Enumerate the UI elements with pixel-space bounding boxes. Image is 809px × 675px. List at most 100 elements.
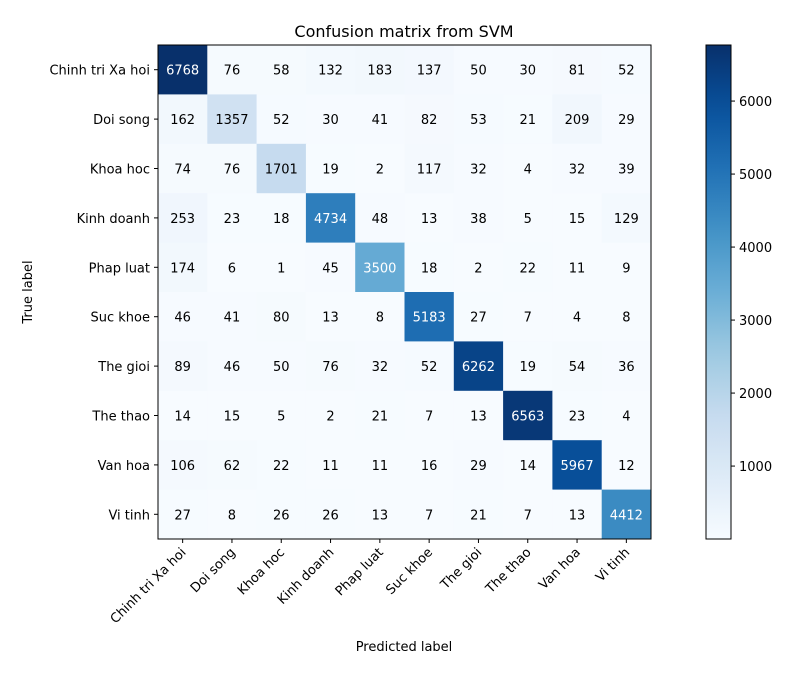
cell-value-label: 39 <box>618 163 635 178</box>
cell-value-label: 38 <box>470 212 487 227</box>
heatmap-cell <box>355 45 405 95</box>
cell-value-label: 209 <box>565 113 590 128</box>
cell-value-label: 2 <box>474 261 482 276</box>
cell-value-label: 30 <box>519 64 536 79</box>
heatmap-cell <box>404 440 455 491</box>
cell-value-label: 132 <box>318 64 343 79</box>
heatmap-cell <box>256 45 307 95</box>
cell-value-label: 253 <box>170 212 195 227</box>
heatmap-frame <box>157 44 652 540</box>
heatmap-cell <box>305 242 356 293</box>
colorbar-tick-label: 3000 <box>739 314 772 329</box>
heatmap-cell <box>355 193 405 244</box>
heatmap-cell <box>256 94 307 145</box>
cell-value-label: 32 <box>569 163 586 178</box>
heatmap-cell <box>404 242 455 293</box>
cell-value-label: 4 <box>524 163 532 178</box>
cell-value-label: 5183 <box>413 311 446 326</box>
heatmap-cell <box>404 489 455 540</box>
heatmap-cell <box>256 341 307 392</box>
cell-value-label: 6262 <box>462 360 495 375</box>
cell-value-label: 4412 <box>610 508 643 523</box>
cell-value-label: 4 <box>622 410 630 425</box>
cell-value-label: 29 <box>618 113 635 128</box>
heatmap-cell <box>552 45 603 95</box>
cell-value-label: 13 <box>322 311 339 326</box>
heatmap-cell <box>552 292 603 342</box>
heatmap-cell <box>552 143 603 194</box>
heatmap-cell <box>552 94 603 145</box>
heatmap-cell <box>305 193 356 244</box>
cell-value-label: 8 <box>228 508 236 523</box>
heatmap-cell <box>404 292 455 342</box>
y-tick-label: The gioi <box>97 360 150 375</box>
cell-value-label: 54 <box>569 360 586 375</box>
heatmap-cell <box>158 292 208 342</box>
heatmap-cell <box>207 341 258 392</box>
heatmap-cell <box>158 390 208 441</box>
colorbar-tick-label: 1000 <box>739 460 772 475</box>
heatmap-cell <box>158 143 208 194</box>
cell-value-label: 52 <box>273 113 290 128</box>
heatmap-cell <box>404 45 455 95</box>
cell-value-label: 53 <box>470 113 487 128</box>
heatmap-cell <box>305 390 356 441</box>
heatmap-cell <box>305 341 356 392</box>
cell-value-label: 183 <box>367 64 392 79</box>
heatmap-cell <box>404 143 455 194</box>
cell-value-label: 76 <box>322 360 339 375</box>
cell-value-label: 5967 <box>561 459 594 474</box>
cell-value-label: 30 <box>322 113 339 128</box>
heatmap-cell <box>601 143 652 194</box>
cell-value-label: 8 <box>376 311 384 326</box>
heatmap-cell <box>207 94 258 145</box>
heatmap-cell <box>256 292 307 342</box>
cell-value-label: 3500 <box>363 261 396 276</box>
cell-value-label: 174 <box>170 261 195 276</box>
cell-value-label: 80 <box>273 311 290 326</box>
heatmap-cell <box>158 193 208 244</box>
heatmap-cell <box>552 390 603 441</box>
heatmap-cell <box>601 94 652 145</box>
cell-value-label: 13 <box>569 508 586 523</box>
heatmap-cell <box>503 292 553 342</box>
y-tick-label: Doi song <box>93 113 150 128</box>
heatmap-cell <box>503 390 553 441</box>
heatmap-cell <box>256 193 307 244</box>
heatmap-cell <box>404 193 455 244</box>
heatmap-cell <box>207 242 258 293</box>
heatmap-cell <box>601 292 652 342</box>
heatmap-cell <box>256 390 307 441</box>
heatmap-cell <box>256 143 307 194</box>
cell-value-label: 89 <box>174 360 191 375</box>
cell-value-label: 14 <box>519 459 536 474</box>
cell-value-label: 82 <box>421 113 438 128</box>
cell-value-label: 9 <box>622 261 630 276</box>
heatmap-cell <box>158 45 208 95</box>
y-axis-label: True label <box>21 260 36 324</box>
cell-value-label: 5 <box>277 410 285 425</box>
cell-value-label: 22 <box>273 459 290 474</box>
cell-value-label: 162 <box>170 113 195 128</box>
cell-value-label: 13 <box>372 508 389 523</box>
heatmap-cell <box>158 341 208 392</box>
cell-value-label: 6563 <box>511 410 544 425</box>
heatmap-cell <box>305 94 356 145</box>
cell-value-label: 19 <box>322 163 339 178</box>
heatmap-cell <box>355 440 405 491</box>
cell-value-label: 2 <box>326 410 334 425</box>
cell-value-label: 1357 <box>215 113 248 128</box>
y-tick-label: Suc khoe <box>91 311 151 326</box>
heatmap-cell <box>256 242 307 293</box>
heatmap-cell <box>552 341 603 392</box>
heatmap-cell <box>601 390 652 441</box>
cell-value-label: 27 <box>174 508 191 523</box>
cell-value-label: 106 <box>170 459 195 474</box>
heatmap-cell <box>305 489 356 540</box>
heatmap-cell <box>256 489 307 540</box>
cell-value-label: 14 <box>174 410 191 425</box>
cell-value-label: 19 <box>519 360 536 375</box>
cell-value-label: 12 <box>618 459 635 474</box>
cell-value-label: 137 <box>417 64 442 79</box>
